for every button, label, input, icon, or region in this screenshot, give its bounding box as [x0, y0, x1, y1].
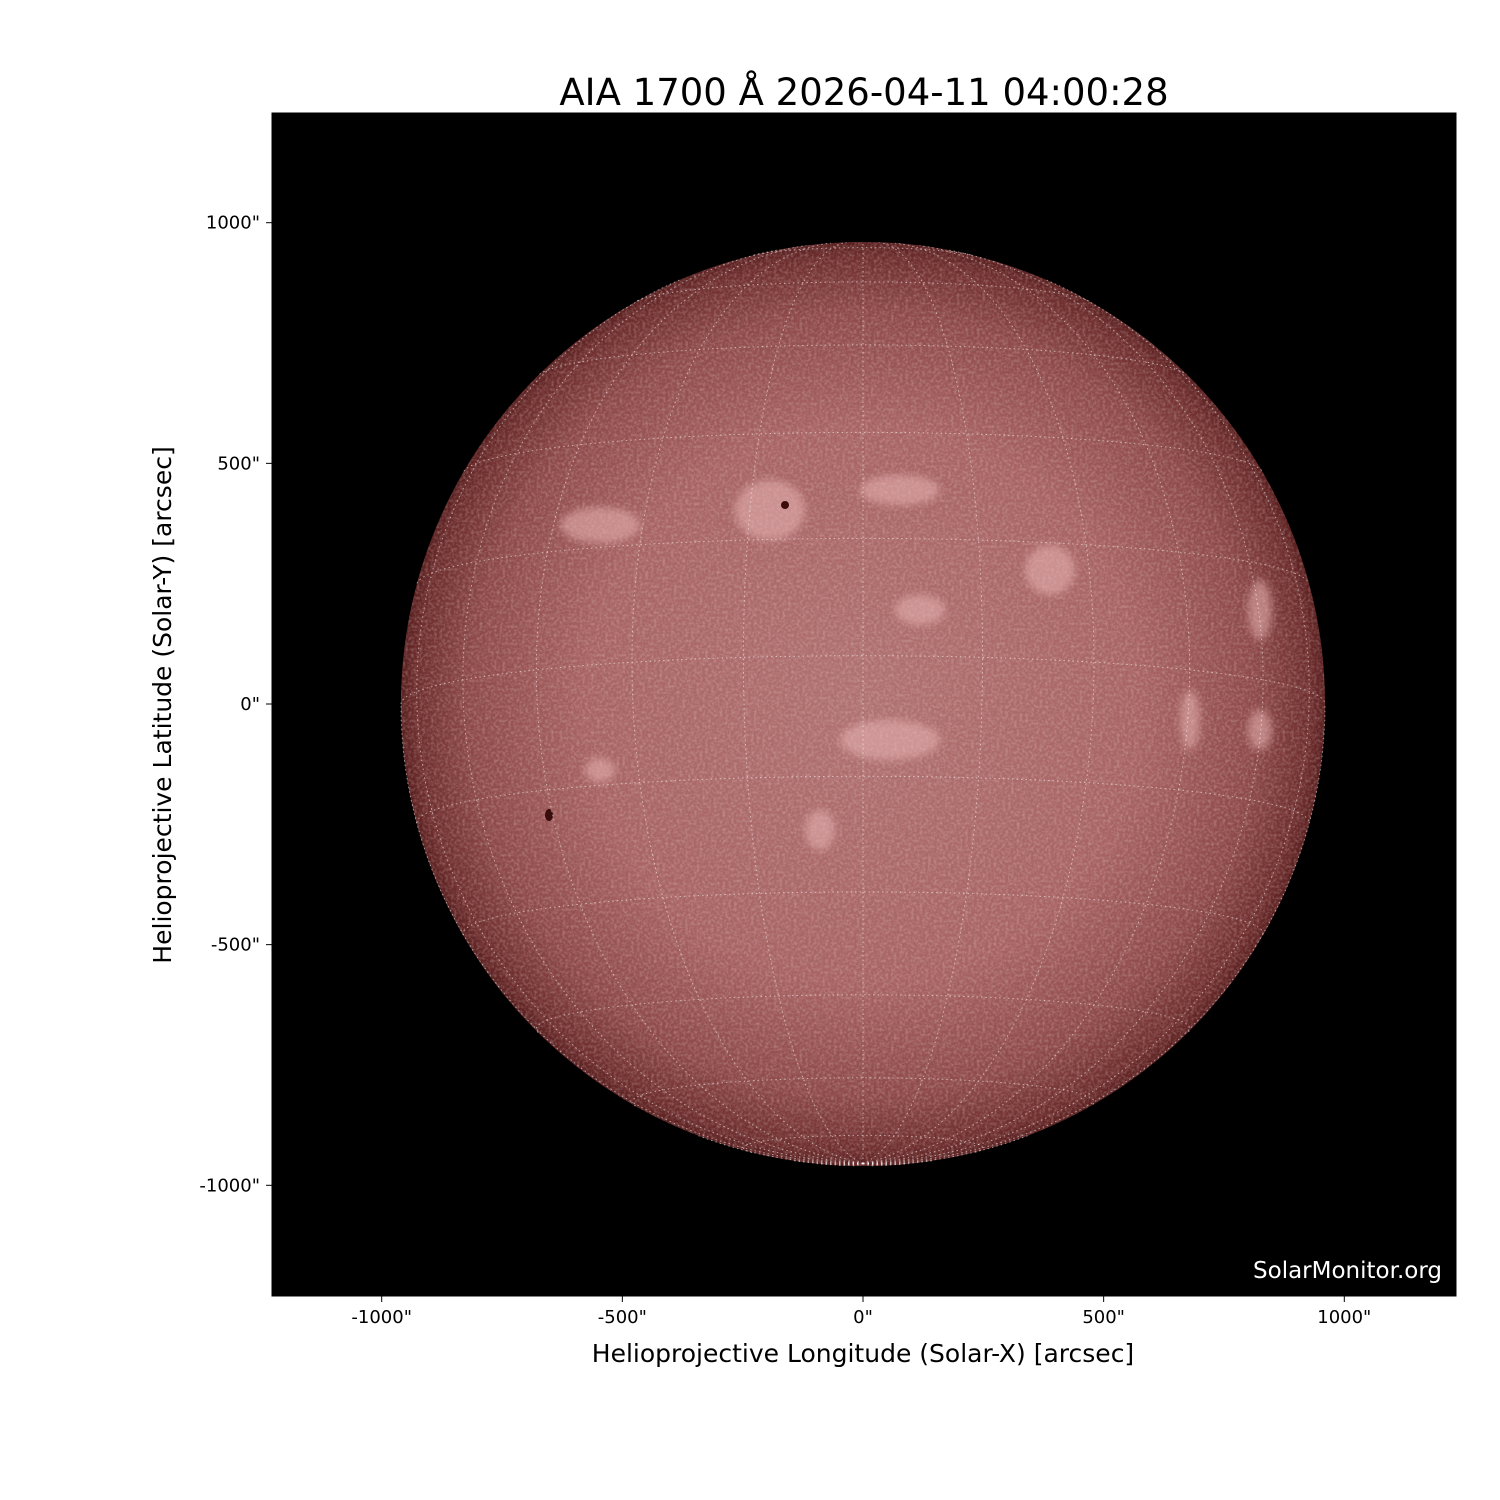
parallel-line [462, 891, 1264, 936]
parallel-line [636, 281, 1090, 302]
plage-patch [860, 475, 940, 505]
meridian-line [695, 1134, 864, 1165]
meridian-line [462, 249, 864, 1164]
meridian-line [862, 249, 1264, 1164]
plage-patch [1025, 545, 1075, 595]
sunspot [545, 809, 553, 821]
parallel-line [539, 344, 1187, 375]
y-tick-label: 0" [240, 694, 260, 715]
parallel-line [416, 775, 1310, 823]
plage-patch [585, 758, 615, 782]
sunspots [545, 501, 789, 821]
meridian-line [862, 278, 1310, 1164]
x-tick-label: 0" [853, 1307, 873, 1328]
x-tick-label: 500" [1082, 1307, 1125, 1328]
heliographic-grid [400, 242, 1326, 1167]
plage-patch [735, 480, 805, 540]
x-tick-label: -1000" [351, 1307, 412, 1328]
plage-patch [805, 810, 835, 850]
watermark: SolarMonitor.org [1253, 1258, 1442, 1284]
meridian-line [862, 1134, 1031, 1165]
meridian-line [862, 242, 1095, 1164]
meridian-line [862, 242, 984, 1164]
plage-patch [1180, 690, 1200, 750]
meridian-line [416, 278, 864, 1164]
parallel-line [400, 655, 1326, 705]
y-tick-label: 1000" [206, 213, 260, 234]
plage-regions [560, 475, 1272, 850]
x-axis-label: Helioprojective Longitude (Solar-X) [arc… [592, 1339, 1134, 1368]
parallel-line [742, 1134, 984, 1153]
chart-title: AIA 1700 Å 2026-04-11 04:00:28 [559, 70, 1168, 114]
meridian-line [400, 703, 864, 1164]
plage-patch [1248, 710, 1272, 750]
sunspot [781, 501, 789, 509]
meridian-line [862, 703, 1326, 1164]
x-tick-label: -500" [598, 1307, 647, 1328]
y-tick-label: 500" [217, 453, 260, 474]
parallel-line [535, 994, 1191, 1033]
y-tick-label: -500" [211, 935, 260, 956]
meridian-line [742, 242, 864, 1164]
x-tick-label: 1000" [1317, 1307, 1371, 1328]
plage-patch [1248, 580, 1272, 640]
y-tick-label: -1000" [199, 1175, 260, 1196]
parallel-line [631, 1077, 1095, 1107]
meridian-line [631, 242, 864, 1164]
plage-patch [840, 720, 940, 760]
y-axis-label: Helioprojective Latitude (Solar-Y) [arcs… [148, 446, 177, 963]
plage-patch [560, 507, 640, 543]
meridian-line [862, 1163, 909, 1166]
y-axis: 1000" 500" 0" -500" -1000" [199, 213, 272, 1196]
plage-patch [895, 595, 945, 625]
x-axis: -1000" -500" 0" 500" 1000" [351, 1296, 1371, 1328]
meridian-line [817, 1163, 864, 1166]
